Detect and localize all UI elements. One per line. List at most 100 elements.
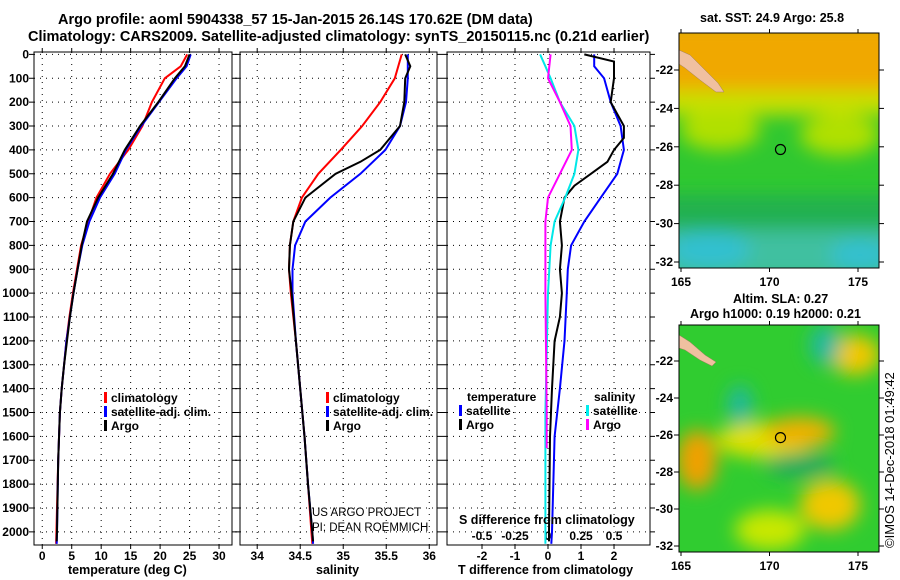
x-axis-label-temperature: temperature (deg C) xyxy=(68,563,187,577)
s-x-tick-label: -0.25 xyxy=(501,529,529,543)
map-y-tick-label: -32 xyxy=(656,255,674,269)
y-tick-label: 2000 xyxy=(2,525,29,539)
map1-title: sat. SST: 24.9 Argo: 25.8 xyxy=(700,11,845,25)
land-new-caledonia xyxy=(679,334,717,367)
x-axis-label-t-difference: T difference from climatology xyxy=(458,563,634,577)
map-y-tick-label: -30 xyxy=(656,502,674,516)
legend-swatch xyxy=(586,405,589,416)
title-line-1: Argo profile: aoml 5904338_57 15-Jan-201… xyxy=(58,12,533,28)
plot-frame xyxy=(446,51,651,546)
y-tick-label: 1000 xyxy=(2,286,29,300)
x-tick-label: 15 xyxy=(124,549,138,563)
legend-salinity-heading: salinity xyxy=(594,390,636,404)
sla-map xyxy=(679,325,879,552)
plot-frame xyxy=(239,51,438,546)
series-line-t-argo xyxy=(548,53,625,542)
y-tick-label: 700 xyxy=(9,215,29,229)
y-tick-label: 1600 xyxy=(2,429,29,443)
legend-label: Argo xyxy=(111,419,139,433)
y-tick-label: 100 xyxy=(9,71,29,85)
credits-pi: PI: DEAN ROEMMICH xyxy=(312,522,429,534)
argo-location-marker xyxy=(774,431,787,444)
y-tick-label: 1300 xyxy=(2,358,29,372)
credits: US ARGO PROJECT PI: DEAN ROEMMICH xyxy=(312,506,428,536)
map-y-tick-label: -28 xyxy=(656,465,674,479)
legend-temperature-heading: temperature xyxy=(467,390,537,404)
legend-satellite-adj: satellite-adj. clim. xyxy=(104,405,211,419)
x-tick-label: 30 xyxy=(212,549,226,563)
legend-argo: Argo xyxy=(104,419,139,433)
x-axis-label-salinity: salinity xyxy=(316,563,360,577)
y-tick-label: 1700 xyxy=(2,453,29,467)
x-tick-label: 20 xyxy=(153,549,167,563)
sst-map xyxy=(679,33,879,268)
map-y-tick-label: -24 xyxy=(656,391,674,405)
legend-climatology: climatology xyxy=(104,391,178,405)
credits-project: US ARGO PROJECT xyxy=(312,507,422,519)
x-tick-label: -2 xyxy=(477,549,488,563)
y-tick-label: 1100 xyxy=(3,310,29,324)
map-y-tick-label: -22 xyxy=(656,354,674,368)
map-y-tick-label: -28 xyxy=(656,178,674,192)
y-tick-label: 1900 xyxy=(2,501,29,515)
map-x-tick-label: 175 xyxy=(848,275,868,289)
series-line-climatology xyxy=(287,54,403,544)
legend-swatch xyxy=(326,420,329,431)
legend-label: climatology xyxy=(111,391,178,405)
y-tick-label: 200 xyxy=(9,95,29,109)
legend-swatch xyxy=(326,392,329,403)
map-x-tick-label: 175 xyxy=(848,559,868,573)
map-x-tick-label: 165 xyxy=(671,275,691,289)
map2-subtitle: Argo h1000: 0.19 h2000: 0.21 xyxy=(690,307,861,321)
legend-swatch xyxy=(459,419,462,430)
y-tick-label: 600 xyxy=(9,191,29,205)
legend-climatology: climatology xyxy=(326,391,400,405)
y-tick-label: 500 xyxy=(9,167,29,181)
x-tick-label: 35 xyxy=(337,549,351,563)
map-y-tick-label: -24 xyxy=(656,101,674,115)
map-y-tick-label: -26 xyxy=(656,140,674,154)
legend-t-argo: Argo xyxy=(459,418,494,432)
x-tick-label: 36 xyxy=(423,549,437,563)
legend-label: satellite xyxy=(466,404,511,418)
legend-label: satellite-adj. clim. xyxy=(333,405,434,419)
series-line-climatology xyxy=(55,53,189,544)
x-tick-label: 0 xyxy=(545,549,552,563)
series-line-s-argo xyxy=(544,54,573,449)
legend-label: Argo xyxy=(333,419,361,433)
map-x-tick-label: 165 xyxy=(671,559,691,573)
x-tick-label: 2 xyxy=(611,549,618,563)
series-line-t-satellite xyxy=(550,54,625,544)
legend-swatch xyxy=(104,392,107,403)
series-line-argo xyxy=(287,54,412,542)
series-line-argo xyxy=(55,54,191,542)
y-tick-label: 1200 xyxy=(2,334,29,348)
x-tick-label: 34 xyxy=(251,549,265,563)
land-new-caledonia xyxy=(679,49,725,93)
map-frame xyxy=(678,32,880,269)
y-tick-label: 1800 xyxy=(2,477,29,491)
y-tick-label: 300 xyxy=(9,119,29,133)
map2-title: Altim. SLA: 0.27 xyxy=(733,292,829,306)
legend-swatch xyxy=(326,406,329,417)
legend-label: Argo xyxy=(593,418,621,432)
y-tick-label: 400 xyxy=(9,143,29,157)
legend-label: climatology xyxy=(333,391,400,405)
legend-t-satellite: satellite xyxy=(459,404,511,418)
x-tick-label: 34.5 xyxy=(289,549,313,563)
y-tick-label: 1500 xyxy=(2,405,29,419)
x-tick-label: 25 xyxy=(183,549,197,563)
legend-swatch xyxy=(586,419,589,430)
y-tick-label: 900 xyxy=(9,262,29,276)
legend-swatch xyxy=(104,420,107,431)
legend-swatch xyxy=(104,406,107,417)
map-y-tick-label: -32 xyxy=(656,539,674,553)
s-x-tick-label: 0.25 xyxy=(569,529,593,543)
x-tick-label: 5 xyxy=(68,549,75,563)
s-x-tick-label: 0.5 xyxy=(606,529,623,543)
legend-s-satellite: satellite xyxy=(586,404,638,418)
map-y-tick-label: -26 xyxy=(656,428,674,442)
map-y-tick-label: -30 xyxy=(656,217,674,231)
title-line-2: Climatology: CARS2009. Satellite-adjuste… xyxy=(28,29,650,45)
